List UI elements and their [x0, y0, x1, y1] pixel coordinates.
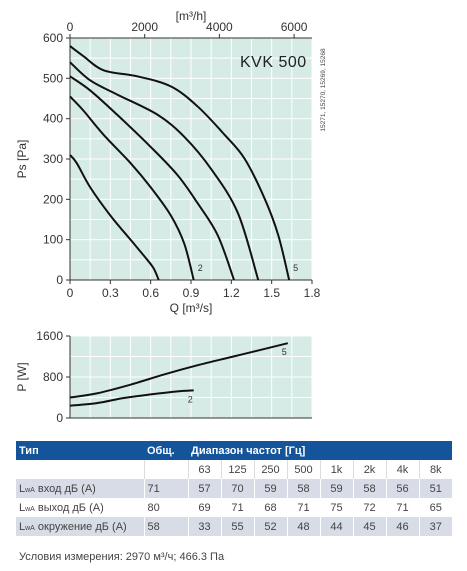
table-row: LwA окружение дБ (A) 58 33 55 52 48 44 45 46 37 — [16, 517, 452, 536]
row-total: 80 — [143, 498, 188, 517]
frequency-header: 8k — [418, 460, 452, 479]
y-axis-label: Ps [Pa] — [15, 140, 29, 179]
x2-tick-label: 4000 — [206, 20, 233, 34]
power-y-tick-label: 0 — [56, 411, 63, 425]
fan-curve-1 — [69, 154, 160, 281]
table-cell: 72 — [352, 498, 386, 517]
fan-curve-label: 2 — [198, 263, 203, 273]
y-tick-label: 0 — [56, 273, 63, 287]
fan-curve-5 — [69, 45, 291, 281]
power-y-axis-label: P [W] — [15, 362, 29, 391]
frequency-row: 63 125 250 500 1k 2k 4k 8k — [16, 460, 452, 479]
power-curve-label: 5 — [282, 347, 287, 357]
blank-cell — [143, 460, 188, 479]
table-cell: 44 — [319, 517, 353, 536]
table-cell: 75 — [319, 498, 353, 517]
frequency-header: 4k — [385, 460, 419, 479]
x-tick-label: 0 — [67, 286, 74, 300]
table-cell: 55 — [220, 517, 254, 536]
side-note: 15271, 15270, 15269, 15268 — [320, 48, 327, 132]
header-frequency-range: Диапазон частот [Гц] — [188, 441, 452, 460]
frequency-header: 250 — [253, 460, 287, 479]
power-y-tick-label: 800 — [43, 370, 63, 384]
table-cell: 51 — [418, 479, 452, 498]
x2-tick-label: 6000 — [281, 20, 308, 34]
fan-curve-2 — [69, 95, 195, 281]
table-cell: 37 — [418, 517, 452, 536]
x-tick-label: 0.3 — [102, 286, 119, 300]
table-cell: 56 — [385, 479, 419, 498]
power-y-tick-label: 1600 — [36, 329, 63, 343]
frequency-header: 1k — [319, 460, 353, 479]
table-cell: 58 — [352, 479, 386, 498]
table-cell: 33 — [187, 517, 221, 536]
table-cell: 52 — [253, 517, 287, 536]
x-tick-label: 0.6 — [142, 286, 159, 300]
frequency-header: 125 — [220, 460, 254, 479]
x2-tick-label: 2000 — [131, 20, 158, 34]
y-tick-label: 300 — [43, 152, 63, 166]
header-total: Общ. — [144, 441, 188, 460]
table-cell: 71 — [286, 498, 320, 517]
power-curve-2 — [69, 389, 194, 407]
x2-axis-label: [m³/h] — [176, 9, 207, 23]
frequency-header: 63 — [187, 460, 221, 479]
row-total: 58 — [143, 517, 188, 536]
frequency-header: 2k — [352, 460, 386, 479]
table-cell: 46 — [385, 517, 419, 536]
x-tick-label: 1.2 — [223, 286, 240, 300]
model-label: KVK 500 — [240, 54, 307, 71]
x2-tick-label: 0 — [67, 20, 74, 34]
table-row: LwA вход дБ (A) 71 57 70 59 58 59 58 56 51 — [16, 479, 452, 498]
measurement-conditions: Условия измерения: 2970 м³/ч; 466.3 Па — [19, 551, 225, 563]
table-cell: 70 — [220, 479, 254, 498]
fan-curve-label: 5 — [293, 263, 298, 273]
y-tick-label: 200 — [43, 192, 63, 206]
x-tick-label: 1.5 — [263, 286, 280, 300]
table-cell: 68 — [253, 498, 287, 517]
table-cell: 69 — [187, 498, 221, 517]
fan-curve-3 — [69, 75, 235, 281]
power-curve-label: 2 — [188, 394, 193, 404]
table-cell: 65 — [418, 498, 452, 517]
row-label: LwA выход дБ (A) — [19, 501, 104, 514]
x-tick-label: 1.8 — [304, 286, 321, 300]
table-cell: 71 — [385, 498, 419, 517]
table-row: LwA выход дБ (A) 80 69 71 68 71 75 72 71 65 — [16, 498, 452, 517]
power-chart: 0 800 1600 P [W] 5 2 — [15, 329, 313, 425]
y-tick-label: 500 — [43, 71, 63, 85]
y-tick-label: 100 — [43, 233, 63, 247]
frequency-header: 500 — [286, 460, 320, 479]
sound-data-table: Тип Общ. Диапазон частот [Гц] 63 125 250 50… — [16, 441, 452, 536]
table-cell: 48 — [286, 517, 320, 536]
table-cell: 58 — [286, 479, 320, 498]
x-axis-label: Q [m³/s] — [170, 301, 213, 315]
table-cell: 45 — [352, 517, 386, 536]
header-type: Тип — [16, 441, 144, 460]
row-total: 71 — [143, 479, 188, 498]
row-label: LwA окружение дБ (A) — [16, 517, 144, 536]
table-cell: 71 — [220, 498, 254, 517]
x-tick-label: 0.9 — [183, 286, 200, 300]
fan-curve-4 — [69, 61, 260, 281]
power-curve-1 — [69, 342, 289, 399]
table-cell: 59 — [319, 479, 353, 498]
table-cell: 59 — [253, 479, 287, 498]
row-label: LwA вход дБ (A) — [16, 479, 144, 498]
y-tick-label: 400 — [43, 112, 63, 126]
y-tick-label: 600 — [43, 31, 63, 45]
blank-cell — [16, 460, 144, 479]
table-header-row: Тип Общ. Диапазон частот [Гц] — [16, 441, 452, 460]
table-cell: 57 — [187, 479, 221, 498]
